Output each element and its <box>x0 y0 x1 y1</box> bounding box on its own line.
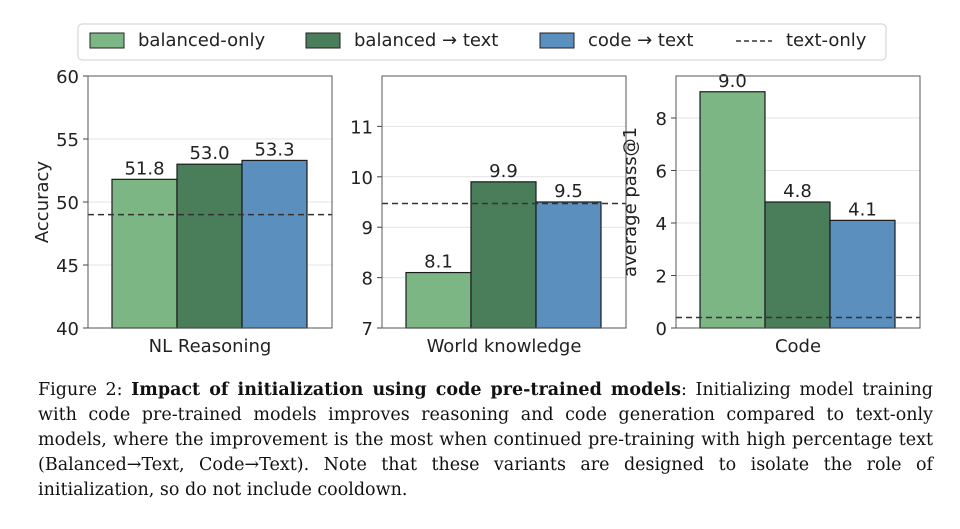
bar-value-label-2-2: 4.1 <box>848 199 877 220</box>
legend-label-balanced-only: balanced-only <box>138 30 266 51</box>
legend-label-balanced-text: balanced → text <box>354 30 498 51</box>
y-tick-label-1-11: 11 <box>350 117 373 138</box>
legend-swatch-balanced-text <box>305 32 341 49</box>
y-tick-label-0-45: 45 <box>56 256 79 277</box>
bar-value-label-1-2: 9.5 <box>554 181 583 202</box>
bar-value-label-2-0: 9.0 <box>718 71 747 92</box>
y-tick-label-2-6: 6 <box>656 162 667 183</box>
y-tick-label-2-8: 8 <box>656 109 667 130</box>
bar-value-label-0-2: 53.3 <box>254 139 294 160</box>
y-tick-label-0-60: 60 <box>56 67 79 88</box>
bar-value-label-1-0: 8.1 <box>424 252 453 273</box>
bar-1-2 <box>535 201 602 329</box>
bar-value-label-2-1: 4.8 <box>783 181 812 202</box>
y-tick-label-2-4: 4 <box>656 214 667 235</box>
x-axis-label-1: World knowledge <box>427 336 582 357</box>
y-tick-label-1-8: 8 <box>362 269 373 290</box>
bar-0-0 <box>111 178 178 329</box>
legend-label-text-only: text-only <box>786 30 867 51</box>
y-tick-label-1-7: 7 <box>362 319 373 340</box>
caption-bold-title: Impact of initialization using code pre-… <box>131 380 681 400</box>
y-tick-label-1-9: 9 <box>362 218 373 239</box>
axes-frame-2 <box>675 75 921 329</box>
y-axis-label-0: Accuracy <box>32 161 53 244</box>
legend-frame <box>77 23 887 61</box>
legend-swatch-code-text <box>539 32 575 49</box>
figure-caption: Figure 2: Impact of initialization using… <box>38 378 933 503</box>
y-tick-label-1-10: 10 <box>350 168 373 189</box>
bar-2-2 <box>829 219 896 329</box>
x-axis-label-0: NL Reasoning <box>149 336 272 357</box>
y-tick-label-0-40: 40 <box>56 319 79 340</box>
bar-value-label-0-1: 53.0 <box>189 143 229 164</box>
bar-0-1 <box>176 163 243 329</box>
y-tick-label-0-55: 55 <box>56 130 79 151</box>
bar-1-0 <box>405 271 472 329</box>
x-axis-label-2: Code <box>775 336 821 357</box>
axes-frame-1 <box>381 75 627 329</box>
bar-value-label-0-0: 51.8 <box>124 158 164 179</box>
caption-body: : Initializing model training with code … <box>38 380 934 500</box>
y-axis-label-2: average pass@1 <box>620 127 641 277</box>
y-tick-label-2-2: 2 <box>656 267 667 288</box>
legend-label-code-text: code → text <box>588 30 693 51</box>
bar-0-2 <box>241 159 308 329</box>
axes-frame-0 <box>87 75 333 329</box>
legend-swatch-balanced-only <box>89 32 125 49</box>
bar-value-label-1-1: 9.9 <box>489 161 518 182</box>
caption-prefix: Figure 2: <box>38 380 132 400</box>
figure-2-bar-charts: balanced-only balanced → text code → tex… <box>32 23 921 357</box>
bar-2-0 <box>699 91 766 329</box>
y-tick-label-0-50: 50 <box>56 193 79 214</box>
legend: balanced-only balanced → text code → tex… <box>77 23 887 61</box>
bar-1-1 <box>470 181 537 329</box>
bar-2-1 <box>764 201 831 329</box>
y-tick-label-2-0: 0 <box>656 319 667 340</box>
